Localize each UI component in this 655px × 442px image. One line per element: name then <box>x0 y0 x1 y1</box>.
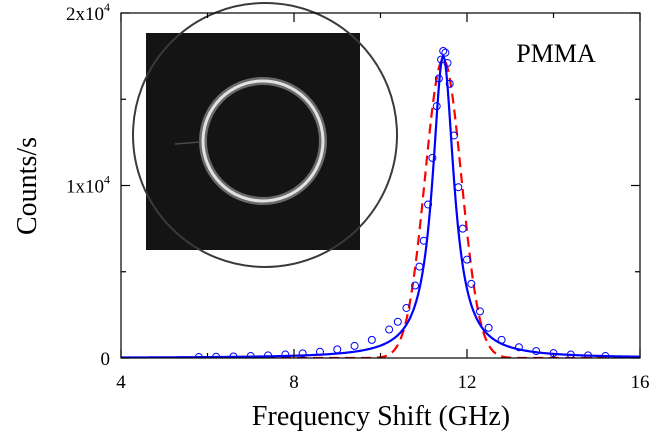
data-point <box>497 335 506 344</box>
y-tick-label: 1x104 <box>66 173 110 198</box>
data-point <box>443 59 452 68</box>
data-point <box>439 46 448 55</box>
data-point <box>229 352 238 358</box>
x-tick-label: 12 <box>458 372 477 393</box>
x-tick-label: 8 <box>289 372 299 393</box>
data-point <box>454 183 463 192</box>
data-point <box>419 236 428 245</box>
data-point <box>393 317 402 326</box>
data-point <box>458 224 467 233</box>
data-point <box>437 55 446 64</box>
annotation-pmma: PMMA <box>516 39 596 68</box>
data-point <box>194 353 203 358</box>
data-point <box>532 347 541 356</box>
data-point <box>601 352 610 358</box>
data-point <box>450 131 459 140</box>
y-axis-title: Counts/s <box>12 137 43 235</box>
inset-ring <box>201 79 325 203</box>
x-tick-label: 4 <box>116 372 126 393</box>
y-tick-label: 0 <box>101 349 111 370</box>
data-point <box>411 281 420 290</box>
data-point <box>467 279 476 288</box>
data-point <box>281 350 290 358</box>
data-point <box>484 323 493 332</box>
axis-ticks: 4 8 12 16 0 1x104 2x104 <box>66 0 650 393</box>
inset-microscope-image <box>132 2 398 268</box>
inset-outer-ring <box>132 2 398 268</box>
data-point <box>441 48 450 57</box>
data-point <box>385 325 394 334</box>
data-point <box>445 79 454 88</box>
data-point <box>463 255 471 264</box>
data-point <box>475 307 484 316</box>
x-tick-label: 16 <box>631 372 650 393</box>
data-point <box>350 341 359 350</box>
x-axis-title: Frequency Shift (GHz) <box>252 401 510 432</box>
data-point <box>514 343 523 352</box>
data-point <box>367 335 376 344</box>
data-point <box>434 74 443 83</box>
data-point <box>315 347 324 356</box>
data-point <box>264 351 273 358</box>
inset-background <box>146 33 360 250</box>
data-point <box>432 102 441 111</box>
data-point <box>402 303 411 312</box>
data-point <box>298 349 307 358</box>
data-point <box>584 351 593 358</box>
data-point <box>212 352 221 358</box>
data-point <box>333 345 342 354</box>
data-point <box>415 262 424 271</box>
y-tick-label: 2x104 <box>66 0 110 25</box>
data-point <box>428 153 437 162</box>
inset-streak <box>174 141 201 145</box>
data-point <box>566 350 575 358</box>
data-point <box>246 352 255 358</box>
data-point <box>424 200 433 209</box>
